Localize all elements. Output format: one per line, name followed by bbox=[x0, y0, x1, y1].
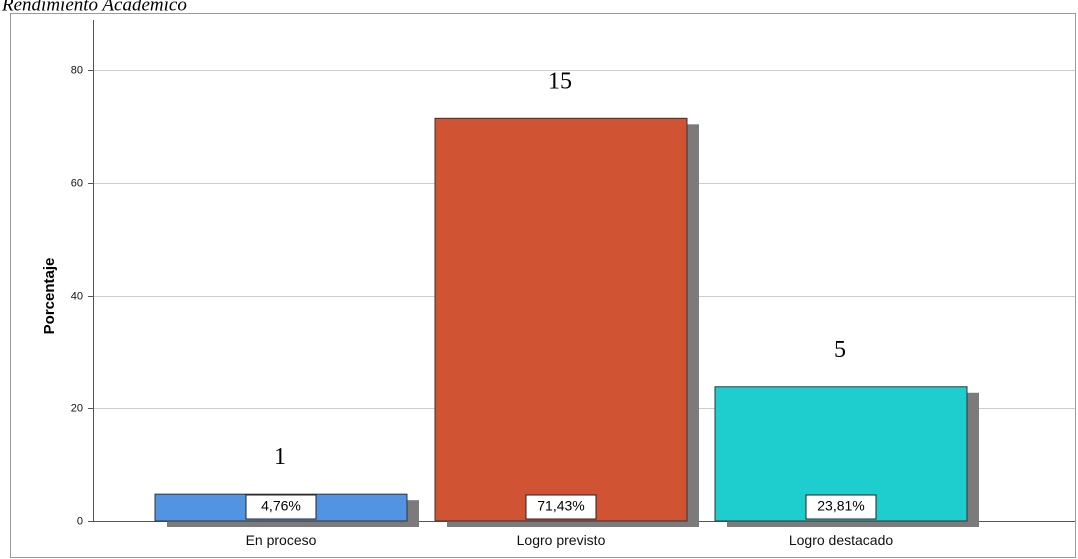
y-tick-label: 0 bbox=[77, 515, 83, 527]
y-axis-label: Porcentaje bbox=[41, 258, 58, 335]
y-tick-label: 40 bbox=[71, 290, 83, 302]
count-label-logro-previsto: 15 bbox=[548, 68, 572, 94]
bar-logro-previsto bbox=[435, 118, 687, 521]
count-label-logro-destacado: 5 bbox=[834, 337, 846, 363]
x-tick-label-logro-destacado: Logro destacado bbox=[789, 532, 894, 548]
data-label-logro-destacado: 23,81% bbox=[817, 498, 864, 514]
x-tick-label-en-proceso: En proceso bbox=[246, 532, 317, 548]
x-tick-label-logro-previsto: Logro previsto bbox=[517, 532, 606, 548]
data-label-en-proceso: 4,76% bbox=[261, 498, 301, 514]
y-tick-label: 20 bbox=[71, 402, 83, 414]
count-label-en-proceso: 1 bbox=[274, 444, 286, 470]
data-label-logro-previsto: 71,43% bbox=[537, 498, 584, 514]
y-tick-label: 60 bbox=[71, 177, 83, 189]
y-tick-label: 80 bbox=[71, 64, 83, 76]
